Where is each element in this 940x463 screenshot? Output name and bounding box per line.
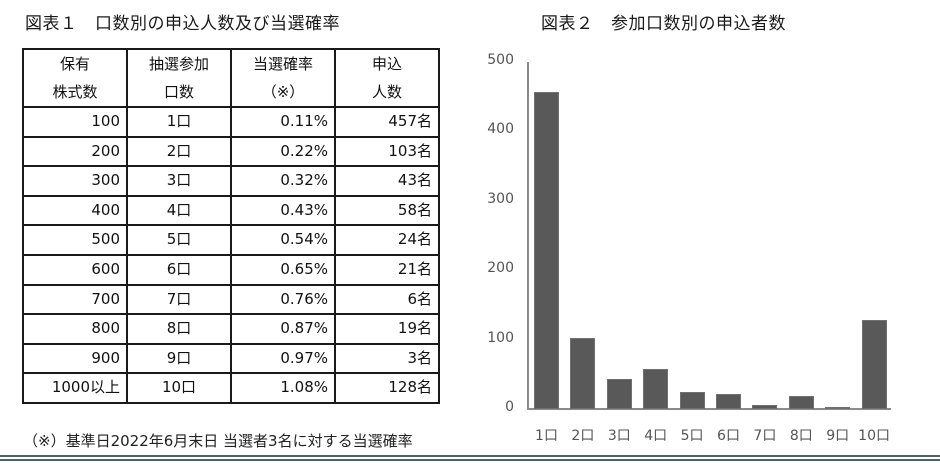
- applicants-cell: 24名: [334, 224, 440, 256]
- probability-cell: 0.32%: [230, 165, 336, 197]
- chart-title: 図表２ 参加口数別の申込者数: [541, 14, 786, 34]
- shares-cell: 200: [22, 135, 128, 168]
- applicants-cell: 21名: [334, 253, 440, 286]
- header-probability: 当選確率 （※）: [230, 48, 336, 108]
- shares-cell: 900: [22, 342, 128, 375]
- table-row: 900 9口 0.97% 3名: [22, 342, 440, 375]
- table-row: 800 8口 0.87% 19名: [22, 313, 440, 345]
- applicants-cell: 457名: [334, 106, 440, 138]
- table-row: 200 2口 0.22% 103名: [22, 135, 440, 168]
- bar: [534, 91, 559, 409]
- x-tick-label: 3口: [607, 428, 631, 444]
- table-row: 500 5口 0.54% 24名: [22, 224, 440, 256]
- header-applicants: 申込 人数: [334, 48, 440, 108]
- probability-cell: 0.65%: [230, 253, 336, 286]
- x-tick-label: 5口: [680, 428, 704, 444]
- x-tick-label: 6口: [717, 428, 740, 444]
- footnote: （※）基準日2022年6月末日 当選者3名に対する当選確率: [23, 432, 413, 450]
- bottom-divider-2: [0, 459, 940, 461]
- bar: [752, 404, 778, 409]
- shares-cell: 1000以上: [22, 372, 128, 404]
- units-cell: 5口: [126, 224, 232, 256]
- shares-cell: 100: [22, 106, 128, 138]
- bar: [643, 368, 669, 409]
- shares-cell: 600: [22, 253, 128, 286]
- header-shares: 保有 株式数: [22, 48, 128, 108]
- applicants-cell: 58名: [334, 194, 440, 227]
- probability-cell: 0.22%: [230, 135, 336, 168]
- x-tick-label: 4口: [644, 428, 668, 444]
- y-tick-label: 200: [487, 260, 514, 277]
- y-tick-label: 500: [487, 52, 514, 68]
- x-axis: [527, 408, 891, 410]
- shares-cell: 500: [22, 224, 128, 256]
- probability-cell: 1.08%: [230, 372, 336, 404]
- y-axis: [527, 62, 529, 410]
- probability-cell: 0.43%: [230, 194, 336, 227]
- bar-chart: 0 100 200 300 400 500 1口 2口 3口 4口 5口 6口 7口 8口 9口 10口: [470, 0, 940, 450]
- probability-cell: 0.54%: [230, 224, 336, 256]
- table-row: 100 1口 0.11% 457名: [22, 106, 440, 138]
- applicants-cell: 43名: [334, 165, 440, 197]
- units-cell: 3口: [126, 165, 232, 197]
- applicants-cell: 19名: [334, 313, 440, 345]
- y-tick-label: 100: [487, 329, 514, 346]
- applicants-cell: 128名: [334, 372, 440, 404]
- applicants-cell: 6名: [334, 283, 440, 316]
- table-header-row: 保有 株式数 抽選参加 口数 当選確率 （※） 申込 人数: [22, 48, 440, 108]
- shares-cell: 800: [22, 313, 128, 345]
- probability-cell: 0.76%: [230, 283, 336, 316]
- y-tick-label: 0: [505, 399, 514, 415]
- x-tick-label: 2口: [571, 428, 595, 444]
- header-units: 抽選参加 口数: [126, 48, 232, 108]
- bar: [716, 394, 741, 409]
- table-row: 700 7口 0.76% 6名: [22, 283, 440, 316]
- bar: [679, 392, 705, 409]
- table-title: 図表１ 口数別の申込人数及び当選確率: [25, 14, 340, 34]
- shares-cell: 400: [22, 194, 128, 227]
- applicants-cell: 3名: [334, 342, 440, 375]
- bottom-divider: [0, 455, 940, 457]
- probability-cell: 0.87%: [230, 313, 336, 345]
- applicants-cell: 103名: [334, 135, 440, 168]
- bar: [861, 320, 887, 409]
- bar: [606, 379, 632, 409]
- units-cell: 9口: [126, 342, 232, 375]
- units-cell: 4口: [126, 194, 232, 227]
- units-cell: 6口: [126, 253, 232, 286]
- shares-cell: 700: [22, 283, 128, 316]
- probability-cell: 0.11%: [230, 106, 336, 138]
- units-cell: 1口: [126, 106, 232, 138]
- y-tick-label: 300: [487, 190, 514, 207]
- units-cell: 7口: [126, 283, 232, 316]
- x-tick-label: 8口: [789, 428, 813, 444]
- probability-cell: 0.97%: [230, 342, 336, 375]
- table-row: 600 6口 0.65% 21名: [22, 253, 440, 286]
- bar: [788, 395, 814, 409]
- x-tick-label: 10口: [858, 428, 890, 444]
- table-row: 300 3口 0.32% 43名: [22, 165, 440, 197]
- x-tick-label: 1口: [535, 428, 558, 444]
- lottery-table: 保有 株式数 抽選参加 口数 当選確率 （※） 申込 人数 100 1口 0.11% 457名…: [22, 48, 440, 404]
- table-row: 1000以上 10口 1.08% 128名: [22, 372, 440, 404]
- y-tick-label: 400: [487, 121, 514, 138]
- units-cell: 8口: [126, 313, 232, 345]
- x-tick-label: 9口: [826, 428, 850, 444]
- units-cell: 10口: [126, 372, 232, 404]
- bar: [825, 406, 851, 409]
- table-row: 400 4口 0.43% 58名: [22, 194, 440, 227]
- shares-cell: 300: [22, 165, 128, 197]
- bar: [570, 337, 596, 409]
- units-cell: 2口: [126, 135, 232, 168]
- x-tick-label: 7口: [753, 428, 777, 444]
